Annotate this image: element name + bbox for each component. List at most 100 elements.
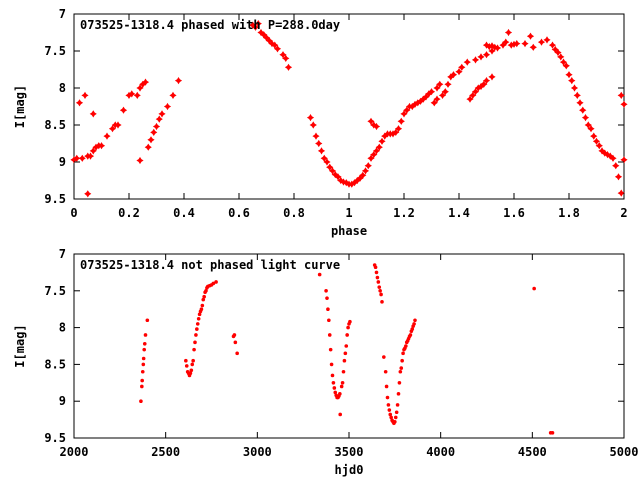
data-point: [141, 362, 146, 367]
data-point: [312, 132, 320, 140]
data-point: [145, 318, 150, 323]
y-axis-label: I[mag]: [13, 324, 27, 367]
data-point: [333, 390, 338, 395]
x-tick-label: 0: [70, 206, 77, 220]
data-point: [521, 40, 529, 48]
data-point: [537, 38, 546, 46]
data-point: [75, 99, 84, 107]
data-point: [551, 45, 559, 54]
data-point: [433, 84, 441, 92]
data-point: [114, 121, 122, 129]
x-tick-label: 0.2: [118, 206, 140, 220]
x-tick-label: 3500: [335, 445, 364, 459]
data-point: [158, 110, 166, 118]
y-tick-label: 8.5: [44, 118, 66, 132]
data-point: [140, 369, 145, 374]
data-point: [329, 362, 334, 367]
data-point: [386, 403, 391, 407]
data-point: [152, 122, 161, 131]
data-point: [381, 132, 389, 140]
y-tick-label: 8: [59, 321, 66, 335]
data-point: [339, 384, 344, 389]
data-point: [141, 78, 150, 86]
data-point: [617, 91, 625, 99]
data-point: [323, 158, 331, 166]
data-point: [143, 333, 148, 337]
data-point: [184, 364, 189, 368]
data-point: [142, 347, 147, 352]
data-point: [309, 121, 317, 129]
data-point: [367, 117, 375, 125]
data-point: [488, 47, 496, 55]
x-tick-label: 0.8: [283, 206, 305, 220]
data-point: [317, 272, 322, 277]
plot-frame: [73, 253, 625, 439]
y-axis-ticks: 7 7.5 8 8.5 9 9.5: [44, 7, 624, 206]
data-point: [579, 106, 587, 114]
data-point: [155, 115, 163, 123]
data-point: [140, 378, 144, 383]
data-point: [136, 84, 144, 92]
data-point: [397, 381, 402, 385]
data-point: [353, 176, 361, 185]
data-point: [139, 80, 147, 88]
data-point: [557, 53, 565, 61]
data-point: [330, 373, 335, 378]
data-point: [342, 179, 350, 187]
data-point: [414, 99, 422, 107]
data-point: [199, 307, 204, 312]
phased-light-curve-chart: 0 0.2 0.4 0.6 0.8 1 1.2 1.4 1.6 1.8 2 7 7.5 8 8.5 9 9.5…: [13, 7, 628, 238]
data-point: [338, 392, 342, 396]
data-point: [331, 381, 336, 385]
data-point: [388, 412, 393, 417]
data-point: [617, 189, 625, 197]
data-point: [315, 139, 323, 148]
data-point: [396, 392, 401, 396]
data-point: [249, 21, 257, 29]
data-point: [373, 265, 378, 270]
data-point: [188, 371, 193, 376]
data-point: [136, 156, 144, 165]
data-point: [268, 40, 276, 48]
data-point: [324, 289, 328, 293]
data-point: [279, 51, 287, 59]
data-point: [327, 333, 332, 337]
data-point: [84, 190, 92, 198]
data-point: [609, 154, 617, 162]
data-point: [211, 281, 216, 286]
data-point: [393, 420, 397, 424]
data-point: [350, 179, 359, 187]
data-point: [97, 142, 106, 150]
data-point: [592, 137, 601, 145]
data-point: [375, 143, 383, 151]
data-point: [488, 42, 496, 50]
data-point: [482, 41, 491, 49]
data-point: [344, 344, 349, 348]
y-tick-label: 7: [59, 7, 66, 21]
data-point: [125, 91, 133, 99]
data-point: [192, 347, 196, 352]
data-point: [412, 322, 416, 326]
chart-title: 073525-1318.4 not phased light curve: [80, 258, 340, 272]
data-point: [587, 125, 595, 133]
data-point: [128, 90, 136, 98]
data-point: [140, 384, 144, 389]
data-point: [389, 130, 397, 138]
x-axis-ticks: 0 0.2 0.4 0.6 0.8 1 1.2 1.4 1.6 1.8 2: [70, 14, 628, 220]
data-point: [466, 95, 474, 103]
data-points: [139, 263, 555, 435]
y-tick-label: 9.5: [44, 192, 66, 206]
data-point: [189, 368, 194, 373]
data-point: [334, 173, 342, 181]
data-point: [488, 73, 496, 81]
y-tick-label: 8.5: [44, 357, 66, 371]
data-point: [257, 28, 265, 37]
data-point: [346, 325, 350, 330]
data-point: [384, 384, 389, 389]
x-tick-label: 4000: [426, 445, 455, 459]
data-point: [204, 289, 208, 293]
data-point: [89, 147, 97, 155]
data-point: [326, 163, 334, 171]
y-tick-label: 9.5: [44, 431, 66, 445]
data-point: [507, 41, 515, 49]
